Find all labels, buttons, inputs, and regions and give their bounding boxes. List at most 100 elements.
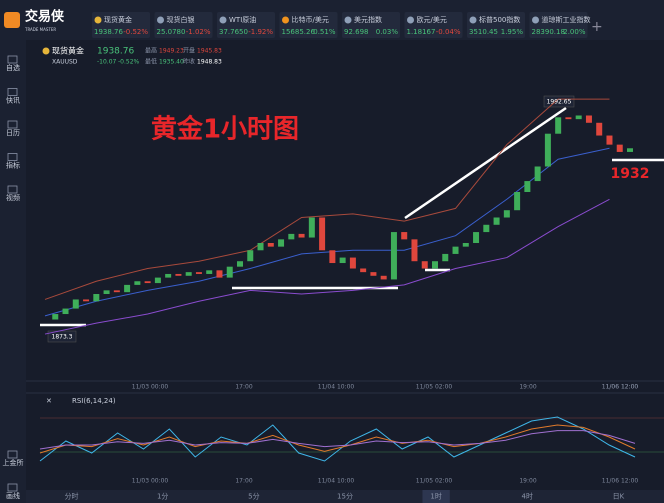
- candle: [421, 261, 428, 269]
- x-tick-label: 17:00: [235, 384, 252, 391]
- rsi-title: RSI(6,14,24): [72, 397, 116, 405]
- candle: [175, 273, 182, 276]
- candle: [134, 281, 141, 285]
- timeframe-tab[interactable]: 4时: [522, 492, 533, 501]
- sidebar-item[interactable]: 日历: [6, 129, 20, 137]
- quote-name: 美元指数: [354, 15, 382, 24]
- timeframe-tab[interactable]: 日K: [613, 493, 625, 501]
- quote-change: 0.03%: [376, 28, 399, 36]
- candle: [503, 210, 510, 218]
- candle: [380, 275, 387, 280]
- drawn-line: [404, 106, 567, 220]
- timeframe-tab[interactable]: 1分: [157, 492, 168, 501]
- rsi-line: [39, 416, 636, 462]
- sidebar-icon: [7, 450, 18, 459]
- rsi-line: [39, 430, 636, 450]
- rsi-x-label: 11/03 00:00: [132, 478, 169, 485]
- sidebar-item[interactable]: 上金所: [3, 458, 24, 467]
- band-line: [44, 98, 610, 300]
- candle: [278, 239, 285, 247]
- quote-name: 现货白银: [167, 15, 195, 24]
- candle: [216, 270, 223, 278]
- stat-label: 最高: [145, 47, 157, 55]
- sidebar-item[interactable]: 视频: [6, 193, 20, 202]
- quote-price: 15685.26: [282, 28, 316, 36]
- candle: [339, 257, 346, 264]
- candle: [524, 181, 531, 192]
- quote-change: -0.04%: [436, 28, 461, 36]
- add-button[interactable]: +: [591, 19, 603, 35]
- candle: [247, 250, 254, 262]
- candle: [575, 115, 582, 120]
- sidebar-item[interactable]: 指标: [6, 161, 20, 170]
- stat-label: 昨收: [183, 58, 195, 66]
- quote-card[interactable]: [154, 12, 213, 38]
- stat-label: 最低: [145, 58, 157, 66]
- quote-card[interactable]: [404, 12, 463, 38]
- candle: [298, 233, 305, 238]
- rsi-close[interactable]: ✕: [46, 397, 52, 405]
- sidebar-icon: [7, 483, 18, 492]
- quote-card[interactable]: [342, 12, 400, 38]
- quote-icon: [469, 16, 477, 24]
- candle: [72, 299, 79, 309]
- quote-card[interactable]: [92, 12, 150, 38]
- stat-value: 1945.83: [197, 48, 222, 55]
- quote-name: WTI原油: [229, 15, 256, 24]
- candle: [401, 232, 408, 240]
- timeframe-tab[interactable]: 15分: [337, 492, 353, 501]
- timeframe-tab[interactable]: 分时: [65, 492, 79, 501]
- annotation: 1992.65: [547, 99, 572, 106]
- candle: [544, 133, 551, 167]
- x-tick-label: 11/05 02:00: [416, 384, 453, 391]
- timeframe-active: [422, 490, 450, 503]
- rsi-x-label: 11/04 10:00: [318, 478, 355, 485]
- candle: [237, 261, 243, 267]
- candle: [52, 314, 59, 320]
- sidebar-item[interactable]: 画线: [6, 491, 20, 500]
- rsi-x-label: 19:00: [519, 478, 536, 485]
- candle: [565, 117, 572, 120]
- candle: [62, 308, 69, 315]
- quote-name: 欧元/美元: [417, 15, 447, 24]
- quote-card[interactable]: [467, 12, 525, 38]
- candle: [432, 261, 438, 269]
- stat-value: 1949.23: [159, 48, 184, 55]
- band-line: [44, 198, 610, 335]
- candle: [124, 284, 131, 293]
- quote-card[interactable]: [217, 12, 275, 38]
- candle: [442, 253, 449, 262]
- sidebar-item[interactable]: 快讯: [6, 96, 20, 105]
- candle: [411, 239, 418, 262]
- logo-icon: [4, 12, 20, 28]
- timeframe-tab[interactable]: 1时: [430, 492, 441, 501]
- quote-price: 3510.45: [469, 28, 498, 36]
- quote-card[interactable]: [529, 12, 588, 38]
- candle: [267, 243, 274, 247]
- quote-icon: [532, 16, 539, 24]
- candle: [360, 268, 367, 273]
- quote-icon: [157, 16, 164, 24]
- candle: [606, 135, 613, 145]
- sidebar-item[interactable]: 自选: [6, 63, 20, 72]
- quote-name: 现货黄金: [104, 15, 132, 24]
- rsi-line: [39, 424, 636, 454]
- quote-icon: [219, 16, 227, 24]
- quote-change: 1.95%: [501, 28, 524, 36]
- quote-price: 92.698: [344, 28, 369, 36]
- candle: [370, 272, 377, 276]
- label-box: [543, 95, 575, 108]
- quote-price: 28390.18: [532, 28, 565, 36]
- quote-card[interactable]: [279, 12, 338, 38]
- candle: [226, 266, 233, 278]
- candle: [83, 299, 90, 302]
- candle: [103, 290, 110, 294]
- candle: [483, 224, 490, 233]
- quote-icon: [407, 16, 414, 24]
- quote-change: -0.52%: [123, 28, 148, 36]
- rsi-x-label: 11/06 12:00: [602, 478, 639, 485]
- sidebar-icon: [7, 153, 18, 161]
- candle: [493, 217, 500, 225]
- timeframe-tab[interactable]: 5分: [248, 492, 259, 501]
